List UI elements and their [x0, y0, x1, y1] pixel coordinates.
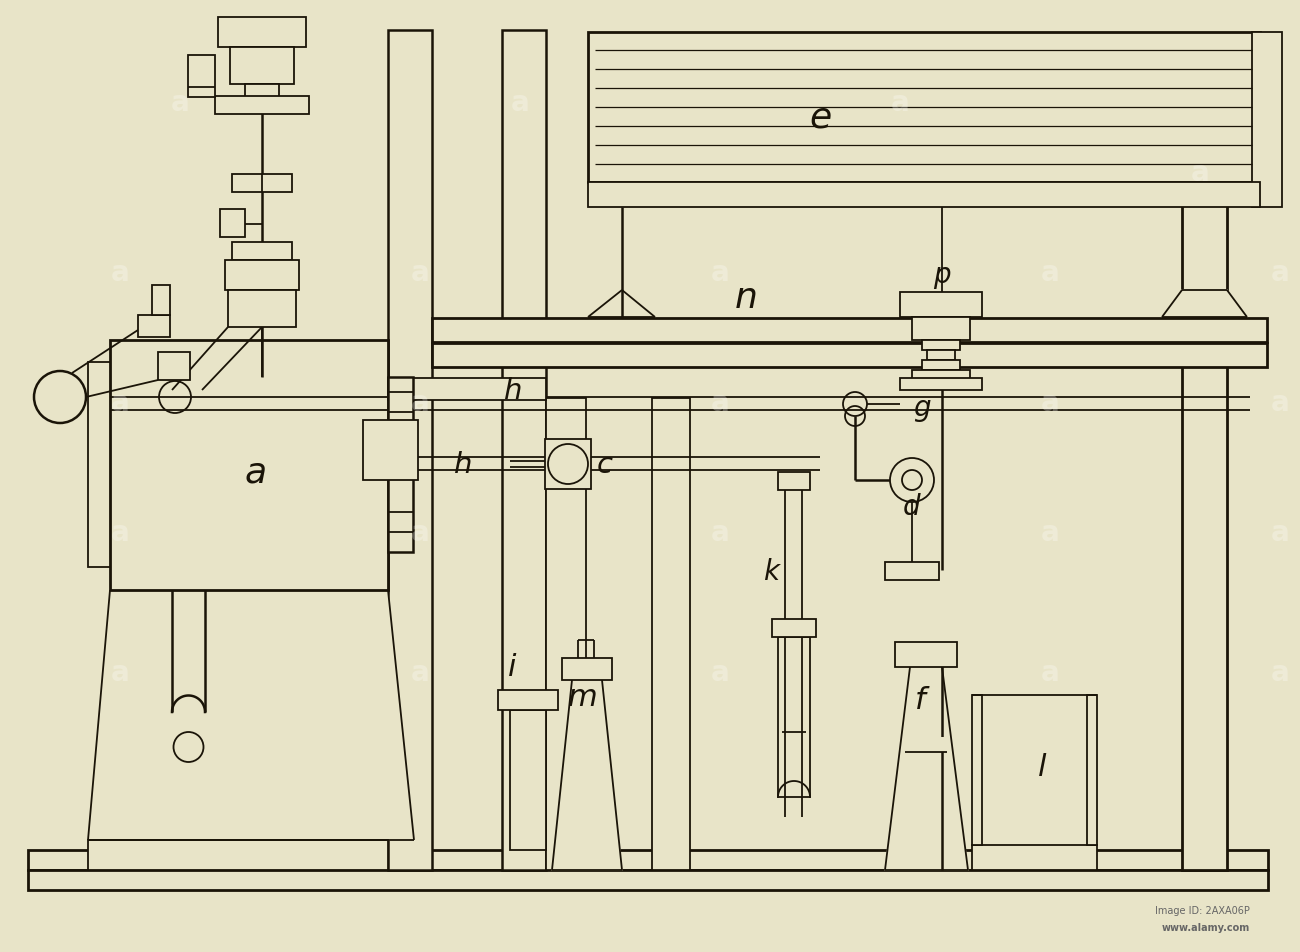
Text: a: a [511, 89, 529, 117]
Bar [1087, 695, 1097, 845]
Bar [159, 352, 190, 381]
Text: a: a [411, 259, 429, 287]
Text: a: a [1191, 159, 1209, 187]
Bar [225, 261, 299, 290]
Text: $k$: $k$ [763, 559, 781, 585]
Bar [905, 737, 946, 752]
Bar [900, 379, 982, 390]
Bar [88, 363, 110, 567]
Bar [387, 31, 432, 870]
Bar [152, 286, 170, 316]
Bar [588, 33, 1260, 183]
Bar [777, 637, 810, 797]
Text: $g$: $g$ [913, 397, 931, 424]
Bar [29, 870, 1267, 890]
Text: a: a [111, 259, 130, 287]
Text: a: a [711, 659, 729, 686]
Bar [922, 361, 959, 370]
Bar [510, 710, 546, 850]
Text: a: a [111, 659, 130, 686]
Bar [88, 840, 387, 870]
Text: a: a [1270, 659, 1290, 686]
Bar [972, 695, 982, 845]
Text: www.alamy.com: www.alamy.com [1162, 922, 1251, 932]
Text: $n$: $n$ [733, 281, 757, 315]
Bar [188, 56, 215, 98]
Bar [231, 175, 292, 193]
Bar [972, 845, 1097, 870]
Bar [29, 850, 1267, 870]
Bar [387, 378, 413, 552]
Bar [562, 659, 612, 681]
Bar [1182, 51, 1227, 870]
Text: $h$: $h$ [503, 376, 521, 405]
Bar [1252, 33, 1282, 208]
Bar [900, 292, 982, 318]
Bar [772, 620, 816, 637]
Polygon shape [885, 667, 968, 870]
Bar [111, 341, 387, 590]
Text: $m$: $m$ [567, 682, 597, 713]
Circle shape [891, 459, 933, 503]
Text: $e$: $e$ [809, 101, 831, 135]
Bar [230, 48, 294, 85]
Bar [913, 318, 970, 341]
Bar [363, 421, 419, 481]
Bar [220, 209, 244, 238]
Text: a: a [891, 89, 910, 117]
Polygon shape [88, 590, 413, 840]
Bar [387, 379, 546, 401]
Bar [777, 472, 810, 490]
Bar [545, 440, 592, 489]
Text: $l$: $l$ [1037, 752, 1048, 783]
Text: a: a [1040, 388, 1059, 417]
Circle shape [549, 445, 588, 485]
Bar [922, 341, 959, 350]
Polygon shape [588, 290, 655, 318]
Text: a: a [1040, 519, 1059, 546]
Text: $f$: $f$ [914, 684, 931, 716]
Bar [218, 18, 306, 48]
Text: a: a [1270, 519, 1290, 546]
Text: a: a [1270, 388, 1290, 417]
Bar [913, 370, 970, 381]
Text: a: a [711, 519, 729, 546]
Bar [432, 344, 1268, 367]
Text: a: a [1040, 259, 1059, 287]
Bar [546, 399, 586, 870]
Text: a: a [170, 89, 190, 117]
Text: a: a [411, 659, 429, 686]
Text: a: a [711, 388, 729, 417]
Bar [885, 563, 939, 581]
Text: $d$: $d$ [902, 494, 922, 521]
Bar [138, 316, 170, 338]
Text: a: a [111, 519, 130, 546]
Bar [244, 85, 280, 101]
Text: a: a [411, 388, 429, 417]
Text: a: a [111, 388, 130, 417]
Text: a: a [411, 519, 429, 546]
Bar [894, 643, 957, 667]
Text: a: a [711, 259, 729, 287]
Bar [653, 399, 690, 870]
Bar [231, 243, 292, 261]
Bar [502, 31, 546, 870]
Bar [588, 183, 1260, 208]
Bar [498, 690, 558, 710]
Text: Image ID: 2AXA06P: Image ID: 2AXA06P [1156, 905, 1251, 915]
Bar [227, 290, 296, 327]
Bar [432, 319, 1268, 343]
Text: $i$: $i$ [507, 652, 517, 683]
Bar [927, 350, 956, 361]
Text: a: a [1040, 659, 1059, 686]
Text: $c$: $c$ [597, 450, 614, 479]
Text: $h$: $h$ [452, 450, 471, 479]
Text: $a$: $a$ [244, 455, 266, 489]
Polygon shape [1162, 290, 1247, 318]
Polygon shape [552, 681, 621, 870]
Bar [214, 97, 309, 115]
Text: $p$: $p$ [933, 265, 952, 291]
Text: a: a [1270, 259, 1290, 287]
